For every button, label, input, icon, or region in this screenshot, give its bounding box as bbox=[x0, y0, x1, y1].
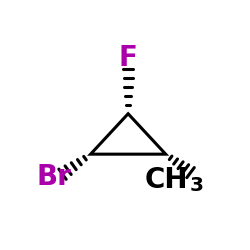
Text: F: F bbox=[119, 44, 138, 72]
Text: CH: CH bbox=[144, 166, 188, 194]
Text: 3: 3 bbox=[190, 176, 204, 195]
Text: Br: Br bbox=[36, 163, 72, 191]
